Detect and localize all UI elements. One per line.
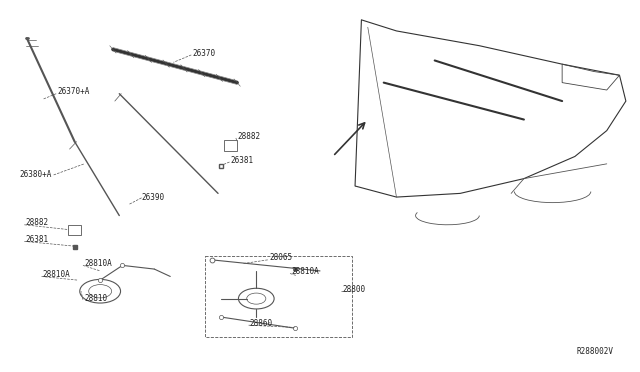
Text: 28810A: 28810A bbox=[84, 259, 112, 268]
Text: R288002V: R288002V bbox=[576, 347, 613, 356]
Text: 28860: 28860 bbox=[250, 319, 273, 328]
Text: 26380+A: 26380+A bbox=[19, 170, 52, 179]
Text: 28810A: 28810A bbox=[43, 270, 70, 279]
Text: 26381: 26381 bbox=[26, 235, 49, 244]
Text: 28810A: 28810A bbox=[291, 267, 319, 276]
Text: 26370: 26370 bbox=[193, 49, 216, 58]
Text: 28065: 28065 bbox=[269, 253, 292, 263]
Text: 28882: 28882 bbox=[237, 132, 260, 141]
Text: 26381: 26381 bbox=[231, 155, 254, 165]
Text: 28800: 28800 bbox=[342, 285, 365, 294]
Text: 26390: 26390 bbox=[141, 193, 164, 202]
Text: 28882: 28882 bbox=[26, 218, 49, 227]
Text: 28810: 28810 bbox=[84, 294, 108, 303]
Text: 26370+A: 26370+A bbox=[58, 87, 90, 96]
